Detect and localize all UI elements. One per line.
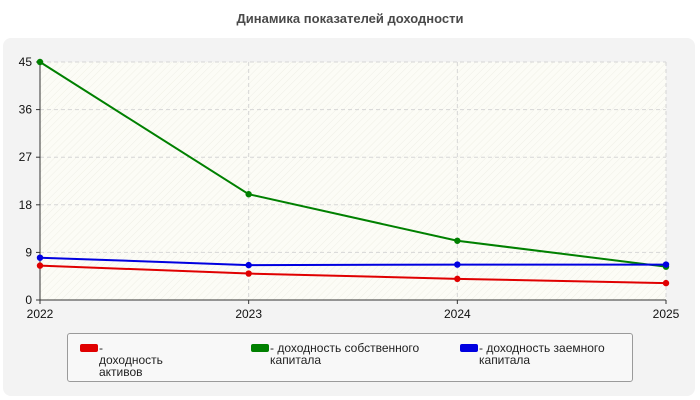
series-line-0 [39,264,667,285]
data-point [36,262,44,269]
legend-label-equity: - доходность собственного капитала [270,341,420,367]
tick-labels: 0 9 18 27 36 45 2022 2023 2024 2025 [19,55,680,321]
chart-title: Динамика показателей доходности [236,11,464,26]
legend: - доходность активов - доходность собств… [67,333,633,382]
series-lines [36,58,670,287]
data-point [245,261,252,269]
y-tick-label: 0 [25,293,32,307]
data-point [454,275,461,283]
legend-swatch-assets [80,344,98,352]
x-tick-label: 2024 [444,307,471,321]
x-tick-label: 2023 [235,307,262,321]
y-tick-label: 27 [19,150,33,164]
y-tick-label: 36 [19,103,33,117]
legend-label-debt: - доходность заемного капитала [479,341,605,367]
data-point [36,254,44,261]
legend-swatch-debt [460,344,478,352]
data-point [662,279,670,287]
data-point [454,237,461,244]
data-point [36,58,44,66]
series-line-1 [39,61,667,268]
y-tick-label: 45 [19,55,33,69]
x-tick-label: 2025 [653,307,680,321]
legend-label-assets: - доходность активов [99,341,163,379]
y-tick-label: 18 [19,198,33,212]
axes [36,61,667,304]
data-point [454,261,461,268]
y-tick-label: 9 [25,245,32,259]
series-line-2 [39,256,666,267]
plot-background [40,62,666,300]
x-tick-label: 2022 [27,307,54,321]
grid-lines [40,61,667,300]
data-point [662,261,670,268]
data-point [245,270,252,277]
legend-swatch-equity [251,344,269,352]
data-point [245,191,252,198]
